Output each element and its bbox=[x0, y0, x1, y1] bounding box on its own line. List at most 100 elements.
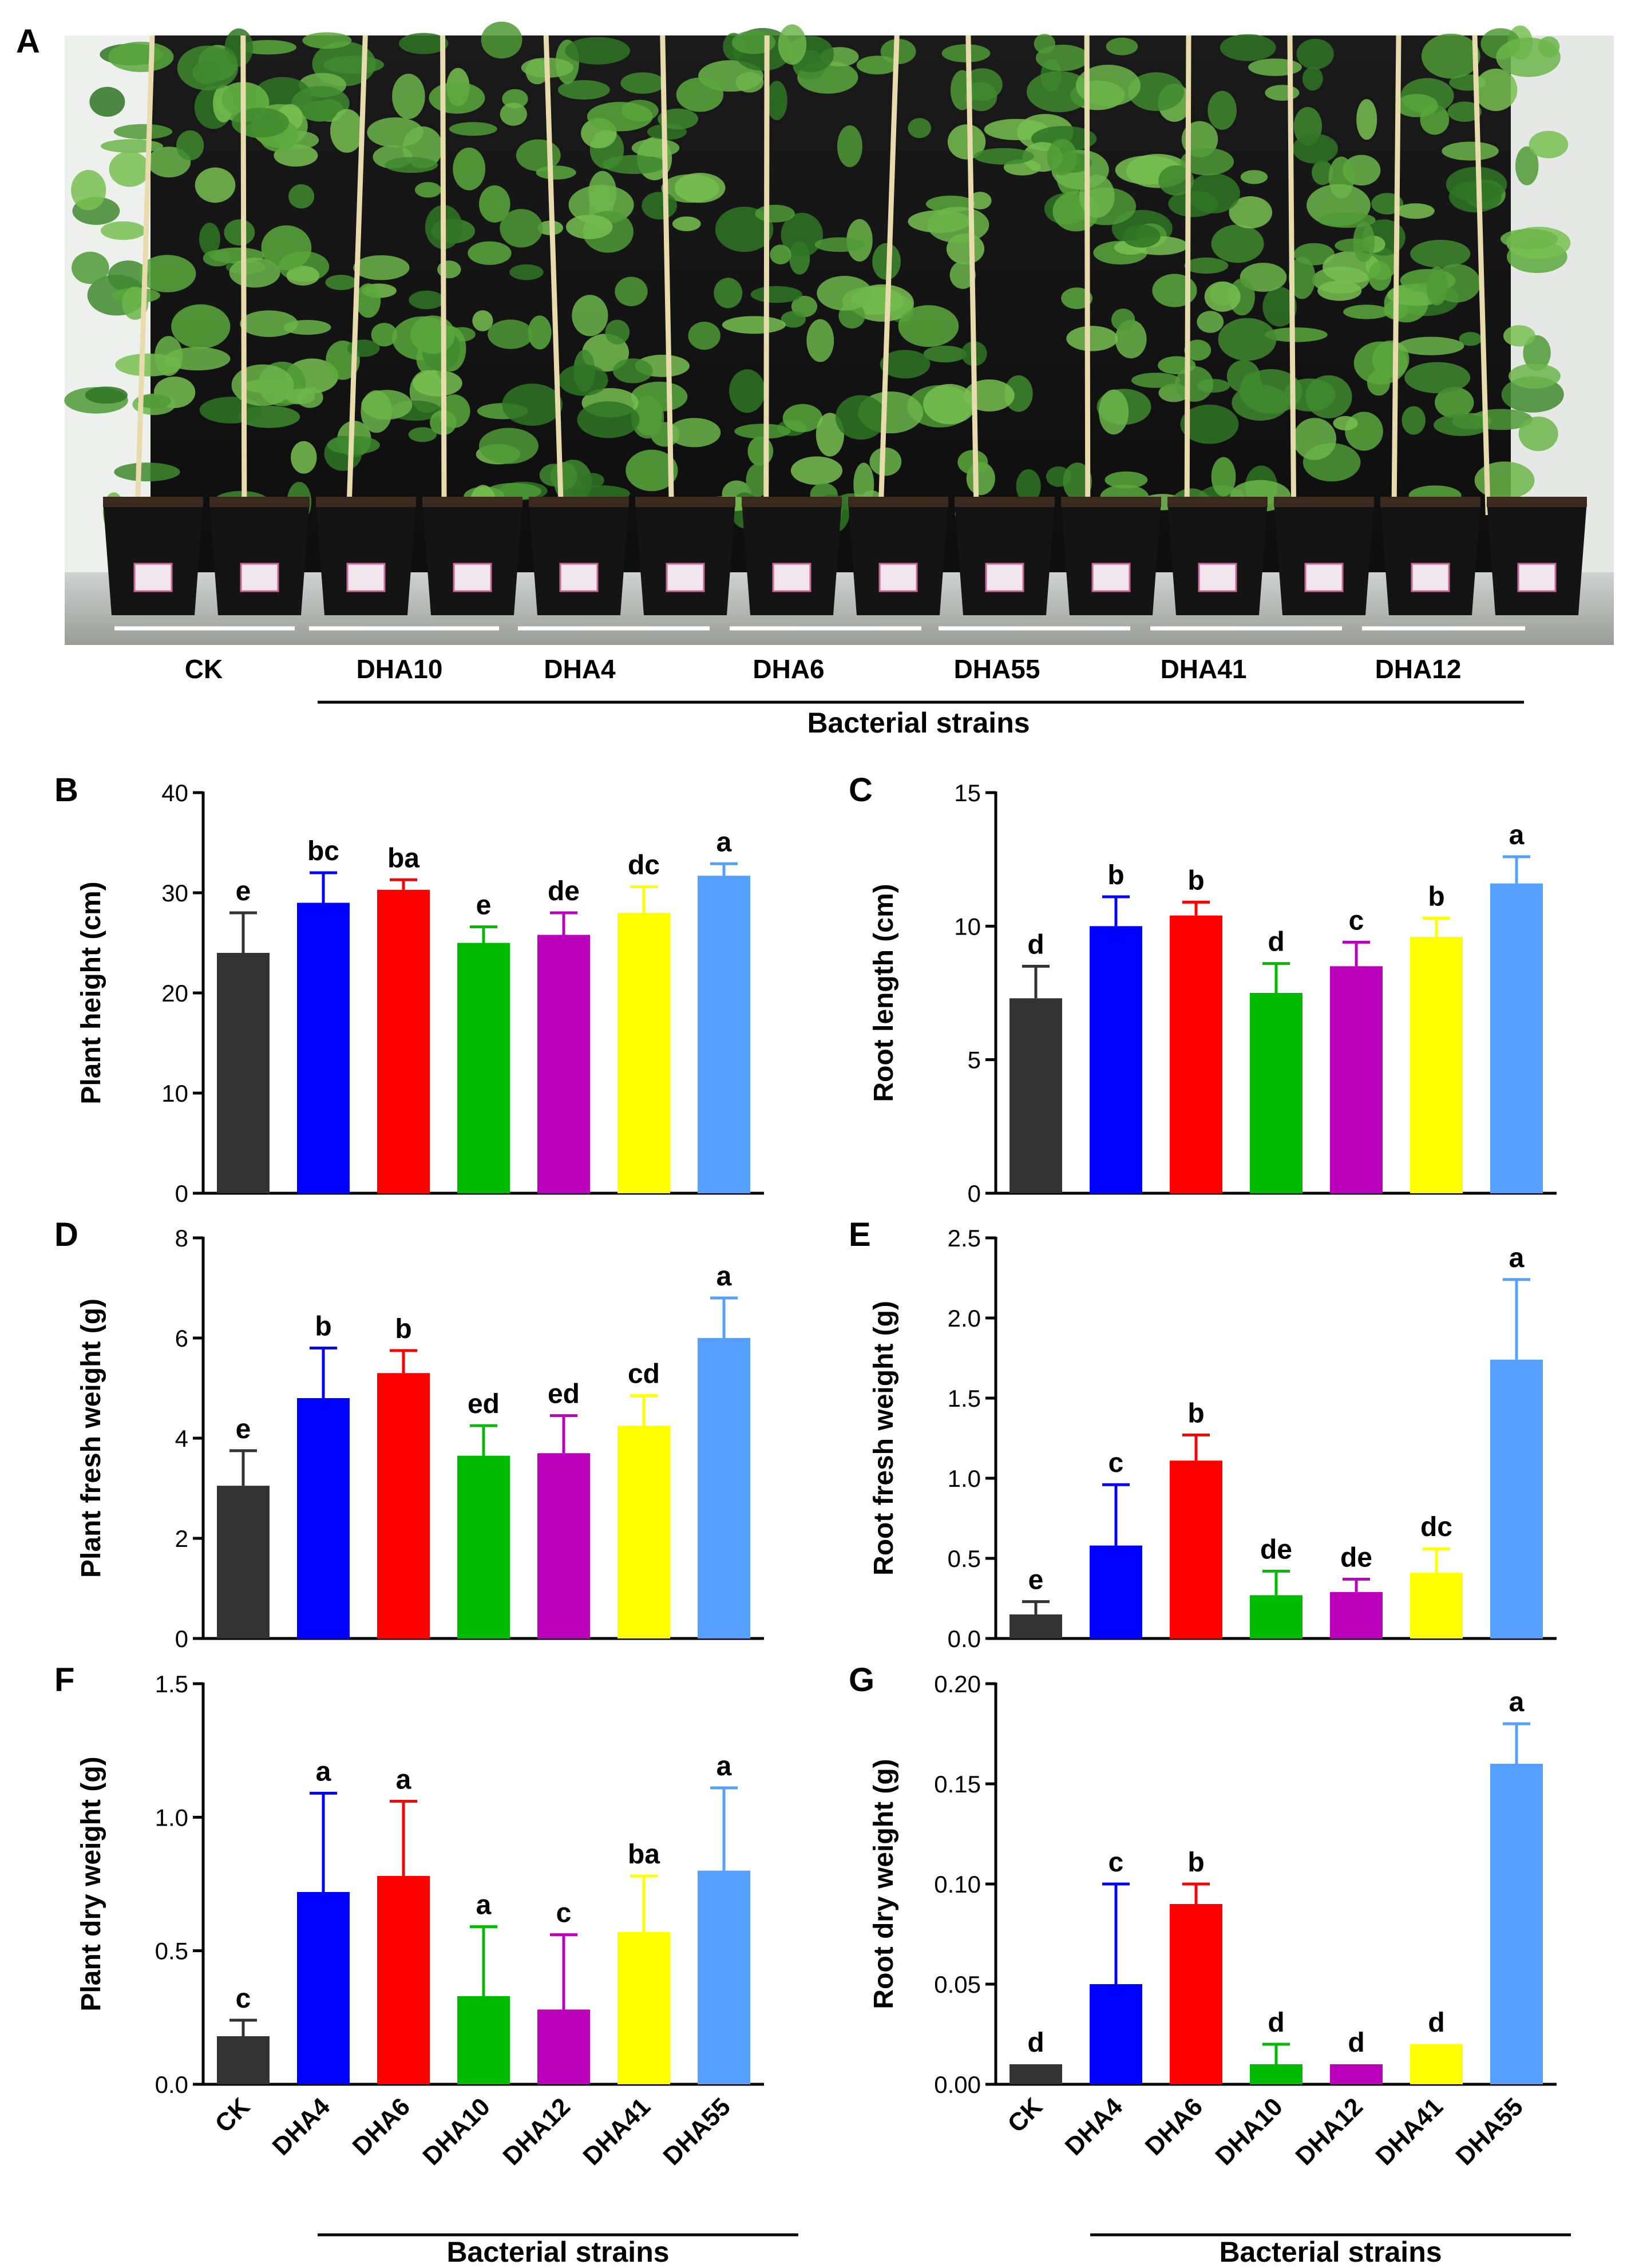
leaf bbox=[550, 462, 577, 490]
significance-letter: a bbox=[1509, 1687, 1525, 1717]
leaf bbox=[898, 305, 959, 347]
y-tick-label: 10 bbox=[161, 1080, 188, 1107]
leaf bbox=[1396, 203, 1435, 219]
stake bbox=[1391, 35, 1402, 516]
leaf bbox=[557, 80, 610, 100]
stake bbox=[1472, 35, 1491, 516]
group-label-dha6: DHA6 bbox=[753, 654, 824, 684]
significance-letter: c bbox=[556, 1898, 572, 1929]
leaf bbox=[71, 169, 106, 211]
leaf bbox=[468, 241, 512, 265]
leaf bbox=[239, 39, 297, 55]
significance-letter: c bbox=[1108, 1448, 1124, 1478]
pot-tag bbox=[772, 563, 811, 592]
leaf bbox=[1343, 304, 1390, 319]
leaf bbox=[631, 395, 664, 439]
leaf bbox=[1262, 287, 1297, 327]
pot bbox=[316, 501, 416, 615]
bar-dha10 bbox=[1250, 1595, 1303, 1638]
significance-letter: de bbox=[1260, 1534, 1292, 1565]
leaf bbox=[1448, 180, 1502, 213]
leaf bbox=[1016, 469, 1041, 504]
leaf bbox=[1218, 318, 1277, 361]
leaf bbox=[984, 118, 1049, 140]
significance-letter: b bbox=[1187, 1847, 1204, 1878]
chart-plant-height: 0 10 20 30 40 Plant height (cm) e bc ba e de dc a bbox=[76, 779, 764, 1207]
leaf bbox=[472, 310, 493, 331]
pot-tag bbox=[985, 563, 1024, 592]
leaf bbox=[1317, 212, 1376, 228]
bar-dha41 bbox=[617, 1932, 670, 2084]
bar-dha10 bbox=[457, 943, 510, 1193]
leaf bbox=[565, 215, 613, 239]
leaf bbox=[964, 379, 1015, 411]
leaf bbox=[949, 261, 976, 289]
leaf bbox=[1104, 471, 1148, 489]
y-tick-label: 1.5 bbox=[155, 1671, 188, 1697]
leaf bbox=[488, 319, 533, 349]
y-tick-label: 0.10 bbox=[934, 1871, 981, 1898]
x-tick-label: DHA10 bbox=[1210, 2092, 1288, 2171]
bar-dha6 bbox=[1170, 915, 1222, 1193]
leaf bbox=[880, 350, 931, 379]
leaf bbox=[1500, 228, 1558, 250]
pot-soil bbox=[422, 497, 522, 507]
leaf bbox=[962, 68, 1003, 101]
right-axis-title: Bacterial strains bbox=[1219, 2236, 1442, 2268]
leaf bbox=[1122, 224, 1161, 248]
pot bbox=[1167, 501, 1268, 615]
photo-group-labels: CK DHA10 DHA4 DHA6 DHA55 DHA41 DHA12 bbox=[185, 654, 1462, 684]
pot-soil bbox=[1061, 497, 1161, 507]
bar-dha12 bbox=[1330, 966, 1383, 1193]
leaf bbox=[620, 72, 665, 94]
leaf bbox=[1111, 308, 1135, 331]
x-tick-label: DHA41 bbox=[1370, 2092, 1448, 2171]
leaf bbox=[1426, 266, 1448, 306]
significance-letter: dc bbox=[628, 850, 660, 881]
y-axis-label: Plant fresh weight (g) bbox=[76, 1299, 106, 1578]
leaf bbox=[1265, 85, 1300, 101]
leaf bbox=[872, 243, 901, 280]
leaf bbox=[1515, 146, 1539, 185]
leaf bbox=[415, 182, 442, 198]
significance-letter: b bbox=[1428, 881, 1444, 912]
leaf bbox=[1061, 287, 1092, 310]
leaf bbox=[1131, 373, 1181, 388]
pot-soil bbox=[103, 497, 203, 507]
leaf bbox=[261, 225, 312, 270]
leaf bbox=[612, 358, 653, 383]
stake bbox=[134, 35, 155, 516]
group-label-ck: CK bbox=[185, 654, 223, 684]
leaf bbox=[479, 185, 510, 223]
leaf bbox=[100, 221, 146, 240]
leaf bbox=[353, 255, 410, 280]
bar-dha12 bbox=[1330, 2064, 1383, 2084]
y-axis-label: Root fresh weight (g) bbox=[869, 1301, 899, 1576]
leaf bbox=[85, 386, 128, 404]
leaf bbox=[410, 315, 456, 354]
significance-letter: bc bbox=[307, 836, 339, 866]
leaf bbox=[138, 255, 196, 292]
pot-soil bbox=[1380, 497, 1480, 507]
pot-soil bbox=[1487, 497, 1587, 507]
y-tick-label: 0.15 bbox=[934, 1771, 981, 1798]
leaf bbox=[1063, 462, 1092, 501]
y-tick-label: 2.5 bbox=[948, 1225, 981, 1252]
y-tick-label: 0.0 bbox=[948, 1625, 981, 1652]
leaf bbox=[778, 24, 807, 65]
significance-letter: c bbox=[1349, 905, 1364, 936]
leaf bbox=[781, 311, 806, 328]
significance-letter: b bbox=[1187, 865, 1204, 896]
group-label-dha4: DHA4 bbox=[544, 654, 616, 684]
leaf bbox=[973, 148, 1034, 165]
x-tick-label: DHA10 bbox=[417, 2092, 496, 2171]
pot bbox=[422, 501, 522, 615]
pot-tag bbox=[1517, 563, 1557, 592]
leaf bbox=[1211, 457, 1236, 497]
leaf bbox=[231, 108, 290, 138]
stake bbox=[965, 35, 979, 516]
leaf bbox=[1220, 34, 1276, 61]
leaf bbox=[734, 423, 791, 439]
leaf bbox=[1523, 335, 1551, 371]
bar-dha10 bbox=[1250, 993, 1303, 1193]
